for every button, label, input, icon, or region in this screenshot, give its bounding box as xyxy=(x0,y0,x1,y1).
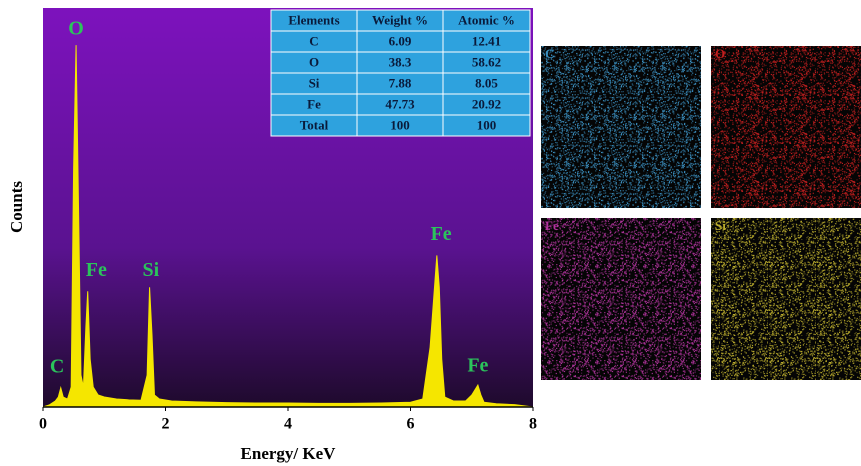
composition-table: Elements Weight % Atomic % C 6.09 12.41 O 38.3 5… xyxy=(271,10,530,136)
figure: Energy/ KeV Counts 02468COFeSiFeFeElemen… xyxy=(0,0,861,466)
table-value: 20.92 xyxy=(472,96,501,111)
table-value: Si xyxy=(309,75,320,90)
map-label: Fe xyxy=(545,218,559,233)
y-axis-title: Counts xyxy=(7,181,26,233)
peak-label: Fe xyxy=(431,223,452,245)
page: {"chart_data": {"type": "area", "x_label… xyxy=(0,0,861,466)
table-value: 100 xyxy=(390,117,410,132)
peak-label: Fe xyxy=(86,259,107,281)
table-value: Fe xyxy=(307,96,321,111)
table-value: Total xyxy=(300,117,329,132)
table-header: Weight % xyxy=(372,12,428,27)
table-value: 7.88 xyxy=(389,75,412,90)
peak-label: Fe xyxy=(467,355,488,377)
x-tick-label: 6 xyxy=(407,416,415,433)
table-value: 38.3 xyxy=(389,54,412,69)
element-map xyxy=(711,218,861,380)
table-value: 47.73 xyxy=(385,96,415,111)
map-label: C xyxy=(545,46,554,61)
x-tick-label: 0 xyxy=(39,416,47,433)
table-header: Elements xyxy=(288,12,339,27)
table-value: 8.05 xyxy=(475,75,498,90)
peak-label: O xyxy=(68,18,84,40)
table-value: C xyxy=(309,33,318,48)
peak-label: Si xyxy=(142,259,159,281)
x-tick-label: 4 xyxy=(284,416,292,433)
table-value: 100 xyxy=(477,117,497,132)
peak-label: C xyxy=(50,355,64,377)
table-value: O xyxy=(309,54,319,69)
x-tick-label: 8 xyxy=(529,416,537,433)
x-axis-title: Energy/ KeV xyxy=(241,444,337,463)
table-header: Atomic % xyxy=(458,12,515,27)
map-label: O xyxy=(715,46,725,61)
element-map xyxy=(541,218,701,380)
table-value: 58.62 xyxy=(472,54,501,69)
element-map xyxy=(711,46,861,208)
map-label: Si xyxy=(715,218,726,233)
element-map xyxy=(541,46,701,208)
table-value: 12.41 xyxy=(472,33,501,48)
x-tick-label: 2 xyxy=(162,416,170,433)
table-value: 6.09 xyxy=(389,33,412,48)
